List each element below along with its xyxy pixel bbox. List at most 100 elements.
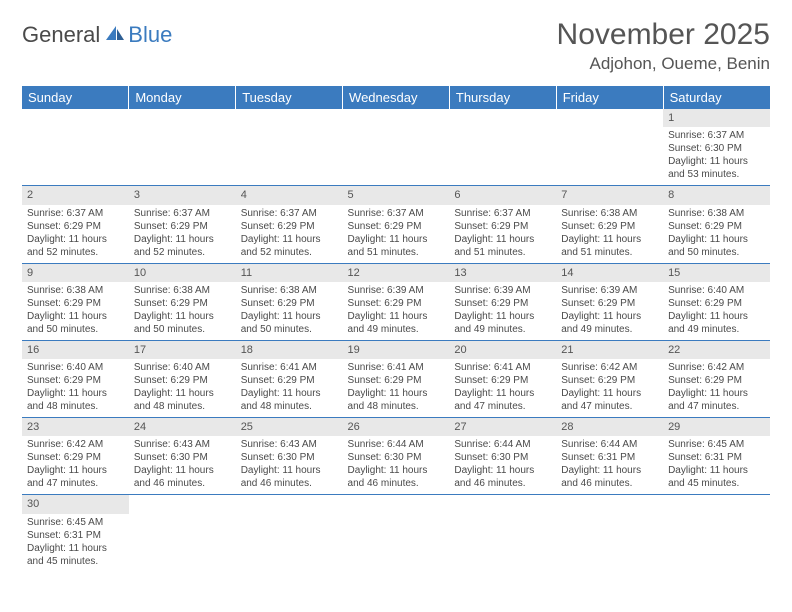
- weekday-header: Wednesday: [343, 86, 450, 109]
- weekday-header: Tuesday: [236, 86, 343, 109]
- day-number: 8: [663, 186, 770, 204]
- daylight-text: Daylight: 11 hours and 47 minutes.: [454, 387, 551, 413]
- calendar-cell: 14Sunrise: 6:39 AMSunset: 6:29 PMDayligh…: [556, 263, 663, 340]
- calendar-cell: 12Sunrise: 6:39 AMSunset: 6:29 PMDayligh…: [343, 263, 450, 340]
- day-body: Sunrise: 6:42 AMSunset: 6:29 PMDaylight:…: [556, 359, 663, 417]
- daylight-text: Daylight: 11 hours and 52 minutes.: [241, 233, 338, 259]
- day-number: 17: [129, 341, 236, 359]
- day-body-empty: [449, 514, 556, 562]
- daylight-text: Daylight: 11 hours and 50 minutes.: [27, 310, 124, 336]
- daylight-text: Daylight: 11 hours and 48 minutes.: [27, 387, 124, 413]
- sunrise-text: Sunrise: 6:38 AM: [561, 207, 658, 220]
- calendar-week-row: 23Sunrise: 6:42 AMSunset: 6:29 PMDayligh…: [22, 418, 770, 495]
- day-number: 13: [449, 264, 556, 282]
- day-body: Sunrise: 6:45 AMSunset: 6:31 PMDaylight:…: [663, 436, 770, 494]
- calendar-cell: [343, 109, 450, 186]
- calendar-cell: [236, 109, 343, 186]
- sunset-text: Sunset: 6:29 PM: [241, 220, 338, 233]
- calendar-cell: 1Sunrise: 6:37 AMSunset: 6:30 PMDaylight…: [663, 109, 770, 186]
- day-body: Sunrise: 6:45 AMSunset: 6:31 PMDaylight:…: [22, 514, 129, 572]
- day-body: Sunrise: 6:39 AMSunset: 6:29 PMDaylight:…: [449, 282, 556, 340]
- calendar-week-row: 9Sunrise: 6:38 AMSunset: 6:29 PMDaylight…: [22, 263, 770, 340]
- day-body-empty: [22, 127, 129, 175]
- calendar-cell: 27Sunrise: 6:44 AMSunset: 6:30 PMDayligh…: [449, 418, 556, 495]
- day-number-empty: [129, 109, 236, 127]
- sunset-text: Sunset: 6:30 PM: [454, 451, 551, 464]
- calendar-cell: 5Sunrise: 6:37 AMSunset: 6:29 PMDaylight…: [343, 186, 450, 263]
- day-body: Sunrise: 6:43 AMSunset: 6:30 PMDaylight:…: [236, 436, 343, 494]
- calendar-cell: 8Sunrise: 6:38 AMSunset: 6:29 PMDaylight…: [663, 186, 770, 263]
- day-body: Sunrise: 6:37 AMSunset: 6:29 PMDaylight:…: [236, 205, 343, 263]
- day-body-empty: [236, 514, 343, 562]
- calendar-cell: [22, 109, 129, 186]
- calendar-cell: 16Sunrise: 6:40 AMSunset: 6:29 PMDayligh…: [22, 340, 129, 417]
- calendar-table: Sunday Monday Tuesday Wednesday Thursday…: [22, 86, 770, 572]
- calendar-cell: [236, 495, 343, 572]
- sunrise-text: Sunrise: 6:39 AM: [348, 284, 445, 297]
- day-body: Sunrise: 6:40 AMSunset: 6:29 PMDaylight:…: [129, 359, 236, 417]
- sunset-text: Sunset: 6:29 PM: [241, 297, 338, 310]
- brand-part1: General: [22, 22, 100, 48]
- sunset-text: Sunset: 6:29 PM: [134, 297, 231, 310]
- day-body: Sunrise: 6:43 AMSunset: 6:30 PMDaylight:…: [129, 436, 236, 494]
- sunrise-text: Sunrise: 6:37 AM: [454, 207, 551, 220]
- day-body: Sunrise: 6:38 AMSunset: 6:29 PMDaylight:…: [22, 282, 129, 340]
- calendar-body: 1Sunrise: 6:37 AMSunset: 6:30 PMDaylight…: [22, 109, 770, 572]
- sunrise-text: Sunrise: 6:38 AM: [668, 207, 765, 220]
- day-number: 22: [663, 341, 770, 359]
- sunrise-text: Sunrise: 6:45 AM: [27, 516, 124, 529]
- day-body-empty: [236, 127, 343, 175]
- day-body: Sunrise: 6:41 AMSunset: 6:29 PMDaylight:…: [343, 359, 450, 417]
- day-body: Sunrise: 6:38 AMSunset: 6:29 PMDaylight:…: [129, 282, 236, 340]
- day-number-empty: [236, 495, 343, 513]
- weekday-header: Friday: [556, 86, 663, 109]
- sunset-text: Sunset: 6:29 PM: [668, 374, 765, 387]
- day-number: 16: [22, 341, 129, 359]
- day-number: 20: [449, 341, 556, 359]
- sail-icon: [104, 22, 126, 48]
- sunrise-text: Sunrise: 6:40 AM: [668, 284, 765, 297]
- day-body: Sunrise: 6:40 AMSunset: 6:29 PMDaylight:…: [22, 359, 129, 417]
- calendar-cell: [343, 495, 450, 572]
- day-number: 11: [236, 264, 343, 282]
- day-body-empty: [556, 127, 663, 175]
- sunrise-text: Sunrise: 6:38 AM: [241, 284, 338, 297]
- day-body: Sunrise: 6:38 AMSunset: 6:29 PMDaylight:…: [556, 205, 663, 263]
- sunrise-text: Sunrise: 6:40 AM: [27, 361, 124, 374]
- calendar-cell: [449, 495, 556, 572]
- day-body-empty: [129, 127, 236, 175]
- calendar-cell: 6Sunrise: 6:37 AMSunset: 6:29 PMDaylight…: [449, 186, 556, 263]
- daylight-text: Daylight: 11 hours and 51 minutes.: [561, 233, 658, 259]
- day-number: 24: [129, 418, 236, 436]
- sunset-text: Sunset: 6:29 PM: [27, 374, 124, 387]
- sunset-text: Sunset: 6:30 PM: [134, 451, 231, 464]
- daylight-text: Daylight: 11 hours and 48 minutes.: [348, 387, 445, 413]
- calendar-cell: [449, 109, 556, 186]
- calendar-cell: 28Sunrise: 6:44 AMSunset: 6:31 PMDayligh…: [556, 418, 663, 495]
- sunset-text: Sunset: 6:29 PM: [27, 451, 124, 464]
- calendar-cell: [663, 495, 770, 572]
- day-number-empty: [22, 109, 129, 127]
- calendar-week-row: 30Sunrise: 6:45 AMSunset: 6:31 PMDayligh…: [22, 495, 770, 572]
- sunrise-text: Sunrise: 6:38 AM: [134, 284, 231, 297]
- day-body: Sunrise: 6:37 AMSunset: 6:30 PMDaylight:…: [663, 127, 770, 185]
- day-body-empty: [663, 514, 770, 562]
- day-number: 4: [236, 186, 343, 204]
- calendar-cell: 22Sunrise: 6:42 AMSunset: 6:29 PMDayligh…: [663, 340, 770, 417]
- day-body: Sunrise: 6:41 AMSunset: 6:29 PMDaylight:…: [449, 359, 556, 417]
- calendar-cell: 21Sunrise: 6:42 AMSunset: 6:29 PMDayligh…: [556, 340, 663, 417]
- calendar-cell: 24Sunrise: 6:43 AMSunset: 6:30 PMDayligh…: [129, 418, 236, 495]
- sunset-text: Sunset: 6:29 PM: [454, 297, 551, 310]
- daylight-text: Daylight: 11 hours and 46 minutes.: [561, 464, 658, 490]
- sunrise-text: Sunrise: 6:41 AM: [454, 361, 551, 374]
- calendar-cell: 19Sunrise: 6:41 AMSunset: 6:29 PMDayligh…: [343, 340, 450, 417]
- day-body: Sunrise: 6:44 AMSunset: 6:31 PMDaylight:…: [556, 436, 663, 494]
- calendar-cell: [556, 109, 663, 186]
- calendar-cell: 4Sunrise: 6:37 AMSunset: 6:29 PMDaylight…: [236, 186, 343, 263]
- calendar-cell: 26Sunrise: 6:44 AMSunset: 6:30 PMDayligh…: [343, 418, 450, 495]
- sunset-text: Sunset: 6:29 PM: [27, 220, 124, 233]
- daylight-text: Daylight: 11 hours and 47 minutes.: [668, 387, 765, 413]
- day-number: 1: [663, 109, 770, 127]
- day-number: 30: [22, 495, 129, 513]
- calendar-cell: 11Sunrise: 6:38 AMSunset: 6:29 PMDayligh…: [236, 263, 343, 340]
